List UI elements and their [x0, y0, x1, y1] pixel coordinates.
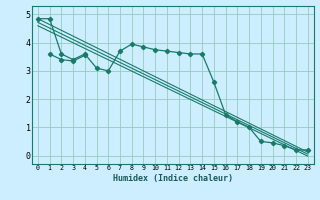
X-axis label: Humidex (Indice chaleur): Humidex (Indice chaleur) — [113, 174, 233, 183]
